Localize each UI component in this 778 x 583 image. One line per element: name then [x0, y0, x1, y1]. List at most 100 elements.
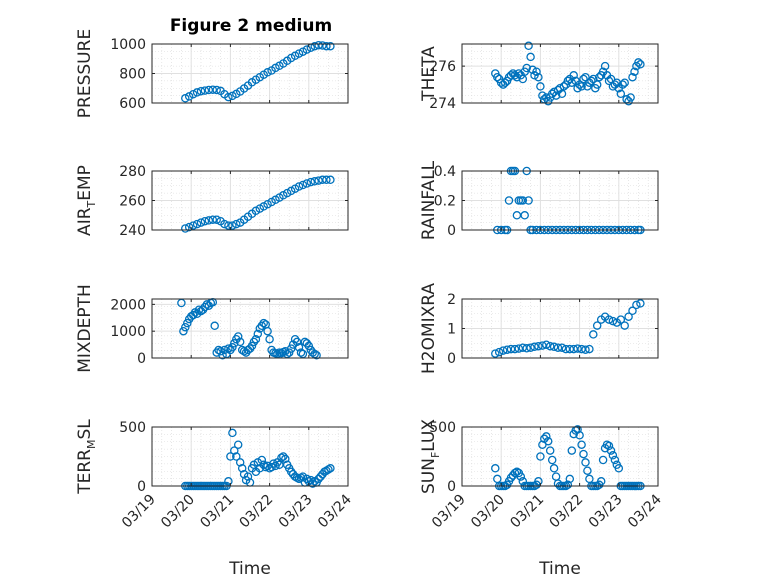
data-point	[214, 345, 223, 355]
data-point	[604, 315, 614, 324]
data-point	[212, 215, 221, 224]
data-point	[302, 339, 312, 348]
data-point	[310, 41, 319, 51]
y-tick-label: 0.4	[434, 164, 456, 180]
data-point	[200, 216, 210, 226]
data-point	[587, 76, 596, 86]
data-point	[204, 85, 214, 95]
data-point	[224, 344, 233, 353]
data-point	[212, 85, 221, 95]
axes-box	[151, 298, 349, 359]
data-point	[581, 72, 590, 82]
data-point	[520, 211, 529, 220]
data-point	[192, 88, 202, 97]
y-tick-label: 2000	[110, 297, 146, 313]
data-point	[200, 86, 210, 95]
data-point	[179, 326, 188, 336]
data-point	[528, 65, 537, 75]
data-point	[235, 337, 245, 347]
y-tick-label: 600	[119, 96, 146, 112]
data-point	[281, 454, 290, 464]
subplot-h2omixra: 0 1 2 H2OMIXRA	[419, 283, 659, 374]
data-point	[534, 341, 543, 351]
data-point	[226, 452, 235, 461]
data-point	[526, 52, 535, 62]
data-point	[534, 477, 543, 486]
data-point	[589, 330, 598, 339]
data-point	[208, 215, 218, 224]
data-point	[277, 453, 286, 462]
y-tick-label: 2	[447, 292, 456, 308]
data-point	[581, 345, 590, 354]
data-point	[545, 341, 555, 351]
data-point	[233, 440, 243, 449]
axes-box	[151, 426, 349, 487]
x-axis-label: Time	[538, 559, 581, 579]
data-point	[598, 455, 608, 465]
y-tick-label: 280	[119, 164, 146, 180]
data-point	[510, 71, 520, 80]
data-point	[569, 71, 578, 80]
data-point	[577, 440, 586, 449]
data-point	[184, 222, 194, 232]
data-point	[585, 344, 594, 354]
y-tick-label: 500	[119, 420, 146, 436]
axes-box	[461, 426, 659, 487]
data-point	[583, 466, 592, 475]
data-point	[294, 182, 304, 191]
x-tick-label: 03/19	[429, 492, 469, 532]
data-point	[314, 176, 323, 185]
data-point	[510, 344, 520, 354]
data-point	[579, 449, 588, 459]
data-point	[204, 216, 214, 225]
data-point	[563, 480, 573, 490]
data-point	[302, 179, 312, 188]
data-point	[491, 349, 500, 358]
data-point	[553, 343, 563, 352]
x-tick-label: 03/20	[468, 492, 508, 532]
data-point	[233, 332, 243, 341]
data-point	[575, 80, 584, 89]
data-point	[579, 74, 588, 84]
y-tick-label: 0	[137, 351, 146, 367]
data-point	[536, 452, 545, 461]
data-point	[610, 455, 620, 465]
y-tick-label: 500	[429, 420, 456, 436]
data-point	[220, 219, 229, 229]
x-tick-label: 03/23	[276, 492, 316, 532]
y-tick-label: 800	[119, 67, 146, 83]
data-point	[569, 344, 578, 354]
data-point	[188, 89, 198, 99]
data-point	[310, 177, 319, 186]
data-point	[210, 321, 219, 331]
data-point	[634, 58, 643, 67]
data-point	[636, 60, 645, 69]
data-point	[247, 341, 257, 351]
x-tick-label: 03/21	[197, 492, 237, 532]
y-tick-label: 276	[429, 59, 456, 75]
data-point	[549, 342, 559, 352]
data-point	[547, 89, 557, 99]
data-point	[522, 344, 531, 353]
data-point	[551, 91, 561, 100]
data-point	[294, 49, 304, 58]
data-point	[504, 196, 514, 205]
data-point	[624, 312, 633, 321]
x-tick-label: 03/21	[507, 492, 547, 532]
data-point	[573, 344, 582, 353]
data-point	[581, 458, 590, 467]
data-point	[630, 67, 639, 76]
data-point	[620, 78, 629, 87]
data-point	[604, 76, 614, 86]
y-tick-label: 1000	[110, 37, 146, 53]
data-point	[496, 78, 506, 87]
y-tick-label: 274	[429, 96, 456, 112]
y-tick-label: 0	[447, 351, 456, 367]
subplot-air-temp: 240 260 280 AIRTEMP	[75, 164, 349, 239]
x-axis-label: Time	[228, 559, 271, 579]
y-tick-label: 0.2	[434, 194, 456, 210]
data-point	[228, 221, 237, 230]
plot-area	[152, 427, 348, 486]
